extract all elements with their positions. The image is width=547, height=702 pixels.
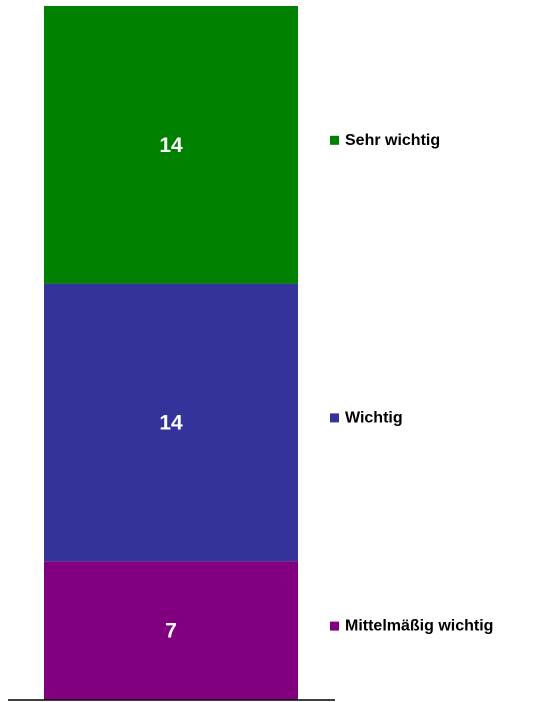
- bar-stack: 7 14 14: [44, 6, 298, 700]
- data-label-sehr-wichtig: 14: [159, 134, 183, 157]
- legend-swatch-sehr-wichtig: [330, 135, 339, 145]
- legend-label-sehr-wichtig: Sehr wichtig: [345, 132, 440, 149]
- data-label-mittelm-ig-wichtig: 7: [165, 620, 177, 643]
- legend-label-mittelm-ig-wichtig: Mittelmäßig wichtig: [345, 618, 493, 635]
- legend-label-wichtig: Wichtig: [345, 409, 403, 426]
- bar-segment-wichtig: [44, 283, 298, 562]
- legend-swatch-mittelm-ig-wichtig: [330, 621, 339, 631]
- legend-swatch-wichtig: [330, 413, 339, 423]
- bar-segment-mittelm-ig-wichtig: [44, 561, 298, 700]
- legend: Mittelmäßig wichtig Wichtig Sehr wichtig: [330, 132, 493, 635]
- bar-segment-sehr-wichtig: [44, 6, 298, 284]
- data-label-wichtig: 14: [159, 411, 183, 434]
